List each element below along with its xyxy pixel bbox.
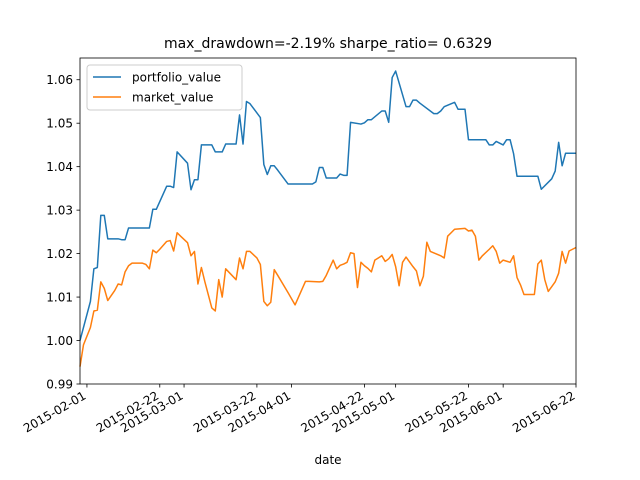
y-tick-label: 1.00 xyxy=(46,334,73,348)
legend-label: portfolio_value xyxy=(132,71,221,85)
series-line-portfolio-value xyxy=(79,70,576,341)
y-tick-label: 1.06 xyxy=(46,73,73,87)
y-tick-label: 1.04 xyxy=(46,160,73,174)
y-tick-label: 1.05 xyxy=(46,117,73,131)
series-line-market-value xyxy=(79,227,577,367)
y-tick-label: 1.01 xyxy=(46,290,73,304)
chart-title: max_drawdown=-2.19% sharpe_ratio= 0.6329 xyxy=(164,36,492,52)
legend: portfolio_value market_value xyxy=(86,64,243,111)
legend-label: market_value xyxy=(132,91,213,105)
y-tick-label: 0.99 xyxy=(46,377,73,391)
y-tick-label: 1.03 xyxy=(46,203,73,217)
legend-box xyxy=(86,64,243,111)
axes-frame xyxy=(79,57,577,385)
x-axis-label: date xyxy=(314,453,341,467)
series-layer xyxy=(79,70,577,367)
y-tick-label: 1.02 xyxy=(46,247,73,261)
